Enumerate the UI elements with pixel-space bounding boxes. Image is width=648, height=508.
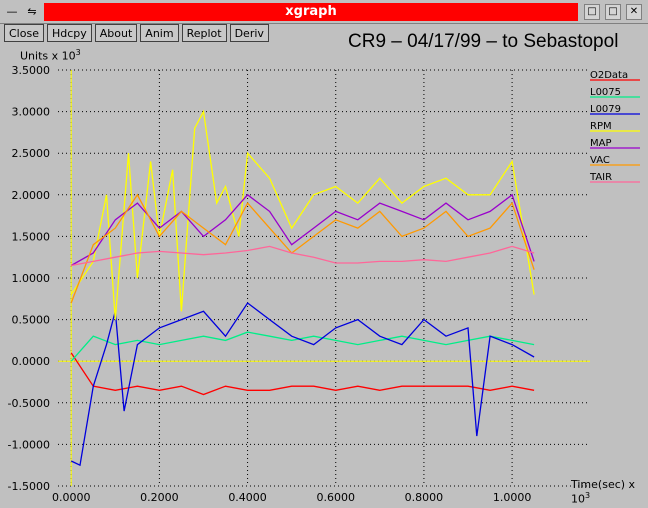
toolbar: Close Hdcpy About Anim Replot Deriv — [4, 24, 269, 42]
y-tick-label: -0.5000 — [8, 397, 50, 410]
x-axis-label-exponent: 3 — [585, 491, 591, 500]
close-button[interactable]: Close — [4, 24, 44, 42]
x-tick-label: 0.8000 — [405, 491, 444, 504]
replot-button[interactable]: Replot — [181, 24, 227, 42]
y-axis-label-text: Units x 10 — [20, 49, 76, 63]
series-line-o2data — [70, 352, 535, 396]
series-line-l0079 — [70, 302, 535, 467]
hdcpy-button[interactable]: Hdcpy — [46, 24, 92, 42]
chart-title: CR9 – 04/17/99 – to Sebastopol — [348, 31, 619, 52]
x-tick-label: 1.0000 — [493, 491, 532, 504]
anim-button[interactable]: Anim — [140, 24, 179, 42]
y-tick-label: 1.0000 — [12, 272, 51, 285]
x-tick-label: 0.4000 — [228, 491, 267, 504]
legend-label-l0079: L0079 — [590, 104, 621, 115]
y-tick-label: 2.0000 — [12, 189, 51, 202]
y-tick-label: 2.5000 — [12, 147, 51, 160]
series-line-vac — [70, 193, 535, 304]
window-menu-icon[interactable]: — — [6, 5, 18, 18]
x-tick-label: 0.0000 — [52, 491, 91, 504]
series-line-rpm — [70, 109, 535, 320]
y-tick-label: 1.5000 — [12, 230, 51, 243]
close-window-button[interactable]: ✕ — [626, 4, 642, 20]
minimize-button[interactable]: □ — [584, 4, 600, 20]
y-tick-label: 0.0000 — [12, 355, 51, 368]
legend-label-vac: VAC — [590, 155, 610, 166]
x-tick-label: 0.2000 — [140, 491, 179, 504]
window-controls: □ □ ✕ — [584, 4, 642, 20]
window-title: xgraph — [44, 3, 578, 21]
series-line-tair — [71, 245, 535, 267]
maximize-button[interactable]: □ — [605, 4, 621, 20]
y-axis-label: Units x 103 — [20, 48, 81, 63]
x-axis-label: Time(sec) x 103 — [571, 478, 648, 506]
legend-label-l0075: L0075 — [590, 87, 621, 98]
legend-label-o2data: O2Data — [590, 70, 628, 81]
legend-label-rpm: RPM — [590, 121, 612, 132]
x-tick-label: 0.6000 — [316, 491, 355, 504]
pin-icon[interactable]: ⇋ — [27, 5, 37, 18]
about-button[interactable]: About — [94, 24, 138, 42]
y-axis-label-exponent: 3 — [75, 48, 81, 57]
legend-label-tair: TAIR — [589, 172, 612, 183]
y-tick-label: -1.5000 — [8, 480, 50, 493]
y-tick-label: -1.0000 — [8, 438, 50, 451]
y-tick-label: 3.0000 — [12, 106, 51, 119]
y-tick-label: 0.5000 — [12, 314, 51, 327]
legend-label-map: MAP — [590, 138, 612, 149]
deriv-button[interactable]: Deriv — [229, 24, 269, 42]
title-bar: — ⇋ xgraph □ □ ✕ — [0, 0, 648, 24]
y-tick-label: 3.5000 — [12, 64, 51, 77]
x-axis-label-text: Time(sec) x 10 — [571, 478, 636, 506]
series-line-l0075 — [70, 331, 535, 362]
